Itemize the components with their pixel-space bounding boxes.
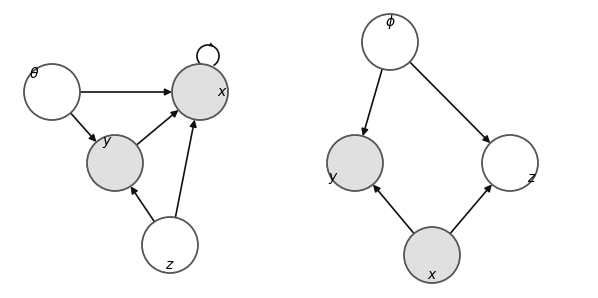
Circle shape xyxy=(172,64,228,120)
Text: $\theta$: $\theta$ xyxy=(29,66,39,81)
Text: $z$: $z$ xyxy=(165,258,175,272)
Circle shape xyxy=(362,14,418,70)
Text: $x$: $x$ xyxy=(426,268,437,282)
Circle shape xyxy=(87,135,143,191)
Text: $z$: $z$ xyxy=(527,171,537,185)
Circle shape xyxy=(404,227,460,283)
Text: $y$: $y$ xyxy=(102,136,112,150)
Circle shape xyxy=(142,217,198,273)
Circle shape xyxy=(327,135,383,191)
Circle shape xyxy=(24,64,80,120)
Text: $x$: $x$ xyxy=(216,85,227,99)
Text: $\phi$: $\phi$ xyxy=(385,13,395,31)
Circle shape xyxy=(482,135,538,191)
Text: $y$: $y$ xyxy=(328,170,338,185)
